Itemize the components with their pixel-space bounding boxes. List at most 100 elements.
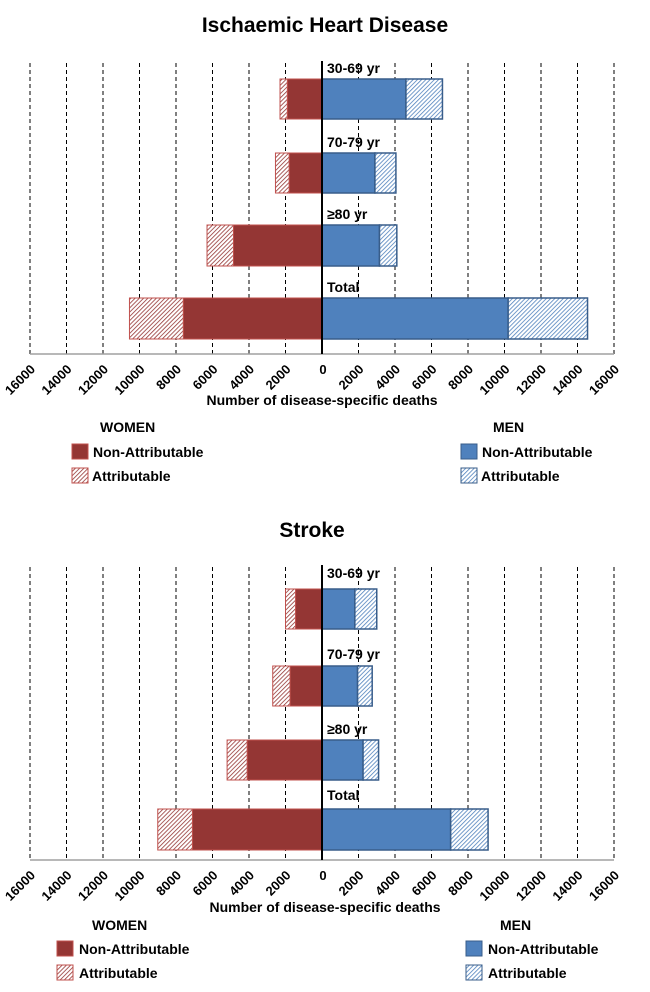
bar-men-attributable [356,665,373,707]
bar-women-non-attributable [191,808,323,851]
x-tick-label: 16000 [2,362,38,398]
x-axis-label: Number of disease-specific deaths [206,392,437,408]
bar-women-non-attributable [246,739,323,781]
bar-men-non-attributable [321,152,376,194]
legend-men-title: MEN [500,917,531,933]
legend-women-nonattr-swatch [71,443,89,460]
bar-women-attributable [157,808,193,851]
bars [157,565,489,860]
bar-men-non-attributable [321,297,509,340]
legend-women-attr-label: Attributable [92,468,171,484]
x-tick-label: 16000 [2,868,38,904]
legend-women-attr-swatch [56,964,74,981]
category-label: 70-79 yr [327,646,380,662]
bar-men-non-attributable [321,224,381,267]
x-tick-label: 6000 [190,362,221,393]
category-label: ≥80 yr [327,206,368,222]
category-label: 30-69 yr [327,60,380,76]
bar-women-attributable [128,297,184,340]
x-tick-label: 4000 [372,362,403,393]
bar-men-attributable [354,588,378,630]
bar-women-attributable [274,152,290,194]
x-tick-label: 4000 [372,868,403,899]
x-tick-label: 6000 [409,362,440,393]
legend-men-nonattr-label: Non-Attributable [488,941,599,957]
chart-title: Stroke [279,519,344,542]
legend-women-attr-swatch [71,467,89,484]
x-axis-label: Number of disease-specific deaths [209,899,440,915]
x-tick-label: 10000 [111,868,147,904]
legend: WOMEN Non-Attributable Attributable MEN … [71,419,593,484]
x-tick-label: 4000 [226,868,257,899]
bar-women-attributable [272,665,291,707]
legend-women-nonattr-label: Non-Attributable [93,444,204,460]
x-tick-label: 14000 [38,362,74,398]
x-tick-label: 12000 [513,362,549,398]
category-label: 30-69 yr [327,565,380,581]
category-labels: 30-69 yr 70-79 yr ≥80 yr Total [327,60,380,295]
category-label: Total [327,279,359,295]
x-tick-label: 0 [319,362,326,377]
x-tick-label: 8000 [153,868,184,899]
x-tick-label: 2000 [263,868,294,899]
x-tick-label: 16000 [586,362,622,398]
x-tick-label: 10000 [111,362,147,398]
category-label: Total [327,787,359,803]
bar-men-non-attributable [321,808,452,851]
ihd-chart: Ischaemic Heart Disease 30-69 yr 70-79 y… [2,14,622,484]
x-tick-label: 4000 [226,362,257,393]
legend-men-nonattr-label: Non-Attributable [482,444,593,460]
bars [128,61,589,354]
x-tick-label: 6000 [190,868,221,899]
category-labels: 30-69 yr 70-79 yr ≥80 yr Total [327,565,380,803]
x-tick-label: 8000 [445,362,476,393]
legend-women-nonattr-label: Non-Attributable [79,941,190,957]
bar-women-non-attributable [295,588,323,630]
legend-women-title: WOMEN [100,419,155,435]
x-tick-label: 8000 [153,362,184,393]
stroke-chart: Stroke 30-69 yr 70-79 yr ≥80 yr Total 16… [2,519,622,981]
bar-men-attributable [378,224,398,267]
bar-women-attributable [279,78,288,120]
legend-women-title: WOMEN [92,917,147,933]
bar-women-attributable [226,739,248,781]
chart-title: Ischaemic Heart Disease [202,14,448,37]
bar-men-attributable [362,739,380,781]
bar-women-non-attributable [288,152,323,194]
bar-women-attributable [285,588,297,630]
legend-women-attr-label: Attributable [79,965,158,981]
x-tick-label: 8000 [445,868,476,899]
legend-women-nonattr-swatch [56,940,74,957]
x-tick-label: 14000 [38,868,74,904]
legend-men-nonattr-swatch [460,443,478,460]
bar-women-non-attributable [289,665,323,707]
x-tick-label: 6000 [409,868,440,899]
bar-women-non-attributable [182,297,323,340]
x-tick-label: 12000 [75,868,111,904]
legend: WOMEN Non-Attributable Attributable MEN … [56,917,599,981]
bar-men-attributable [507,297,589,340]
bar-women-non-attributable [232,224,323,267]
x-tick-label: 12000 [513,868,549,904]
bar-men-non-attributable [321,78,407,120]
bar-women-attributable [206,224,234,267]
bar-men-attributable [449,808,489,851]
bar-women-non-attributable [286,78,323,120]
x-tick-label: 2000 [336,868,367,899]
x-tick-label: 14000 [549,868,585,904]
legend-men-nonattr-swatch [465,940,483,957]
category-label: ≥80 yr [327,721,368,737]
bar-men-non-attributable [321,665,359,707]
x-tick-label: 12000 [75,362,111,398]
bar-men-attributable [374,152,397,194]
x-tick-label: 2000 [263,362,294,393]
bar-men-attributable [405,78,444,120]
x-tick-label: 10000 [476,362,512,398]
legend-men-attr-swatch [465,964,483,981]
bar-men-non-attributable [321,588,356,630]
x-tick-label: 2000 [336,362,367,393]
legend-men-attr-label: Attributable [481,468,560,484]
x-tick-label: 10000 [476,868,512,904]
category-label: 70-79 yr [327,134,380,150]
